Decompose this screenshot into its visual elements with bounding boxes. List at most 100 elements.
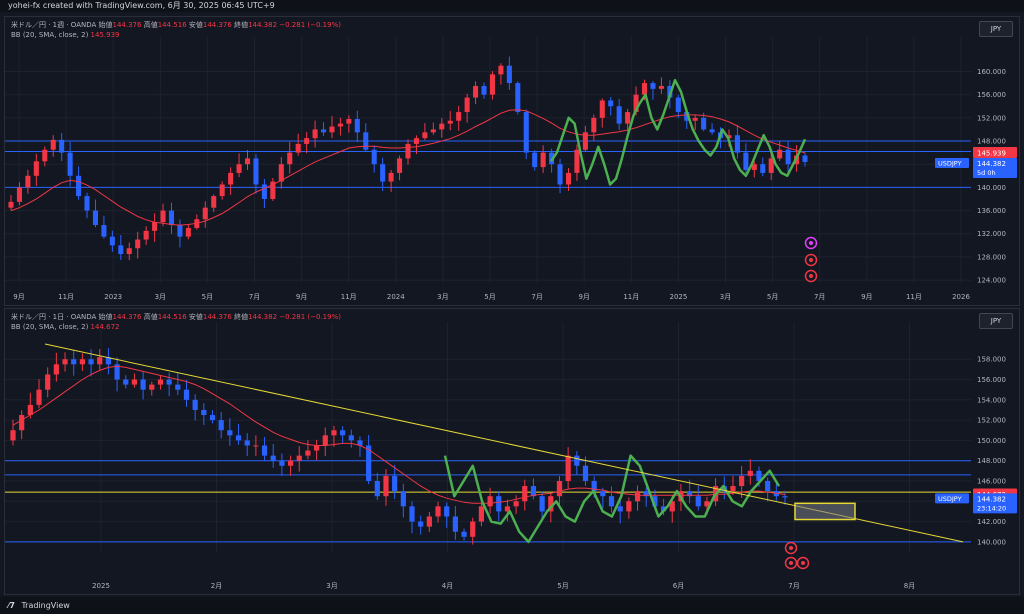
candle-body xyxy=(27,404,33,416)
candle-body xyxy=(244,440,250,446)
y-tick-label: 154.000 xyxy=(977,396,1006,404)
weekly-bb-value: 145.939 xyxy=(90,31,120,39)
candle-body xyxy=(641,83,648,95)
candle-body xyxy=(478,506,485,522)
candle-body xyxy=(565,455,571,481)
x-tick-label: 9月 xyxy=(578,293,589,301)
candle-body xyxy=(591,117,597,133)
candle-body xyxy=(734,135,740,153)
daily-open-value: 144.376 xyxy=(112,313,142,321)
weekly-symbol: 米ドル／円 · 1週 · OANDA xyxy=(11,21,97,29)
candle-body xyxy=(25,175,31,188)
daily-open-label: 始値 xyxy=(98,313,113,321)
weekly-chart-svg[interactable]: 124.000 128.000 132.000 136.000 140.000 148.0… xyxy=(5,17,1019,305)
candle-body xyxy=(177,225,183,237)
candle-body xyxy=(312,129,318,139)
x-tick-label: 8月 xyxy=(904,582,915,590)
y-tick-label: 156.000 xyxy=(977,376,1006,384)
candle-body xyxy=(219,184,225,197)
candle-body xyxy=(10,430,16,441)
daily-legend: 米ドル／円 · 1日 · OANDA 始値144.376 高値144.516 安… xyxy=(11,312,341,332)
y-tick-label: 152.000 xyxy=(977,114,1006,122)
weekly-high-label: 高値 xyxy=(143,21,158,29)
x-tick-label: 2023 xyxy=(104,293,122,301)
weekly-bb-label: BB (20, SMA, close, 2) xyxy=(11,31,89,39)
candle-body xyxy=(88,359,94,365)
bollinger-basis-line xyxy=(12,365,786,504)
candle-body xyxy=(53,364,59,375)
candle-body xyxy=(802,155,808,163)
candle-body xyxy=(785,149,791,165)
candle-body xyxy=(201,409,207,416)
symbol-tag-text: USDJPY xyxy=(938,159,962,167)
bb-price-tag-text: 145.939 xyxy=(977,149,1006,157)
x-tick-label: 7月 xyxy=(788,582,799,590)
weekly-open-label: 始値 xyxy=(98,21,113,29)
y-tick-label: 140.000 xyxy=(977,184,1006,192)
candle-body xyxy=(168,210,175,226)
candle-body xyxy=(261,445,268,456)
candle-body xyxy=(33,161,39,176)
countdown-text: 23:14:20 xyxy=(977,504,1006,512)
last-price-text: 144.382 xyxy=(977,495,1006,503)
candle-body xyxy=(67,152,73,176)
candle-body xyxy=(658,85,664,89)
candle-body xyxy=(739,475,745,487)
x-tick-label: 5月 xyxy=(767,293,778,301)
candle-body xyxy=(79,359,85,365)
candle-body xyxy=(295,143,301,153)
wave-drawing xyxy=(443,454,781,544)
candle-body xyxy=(253,445,259,447)
candle-body xyxy=(634,491,641,502)
candle-body xyxy=(650,83,656,89)
candle-body xyxy=(418,521,424,527)
lightning-icon-dot xyxy=(809,241,813,245)
candle-body xyxy=(447,120,453,124)
candle-body xyxy=(409,506,415,522)
y-tick-label: 128.000 xyxy=(977,253,1006,261)
weekly-currency-button[interactable]: JPY xyxy=(979,21,1013,37)
daily-currency-button[interactable]: JPY xyxy=(979,313,1013,329)
candle-body xyxy=(270,181,276,199)
last-price-tag xyxy=(973,157,1017,178)
daily-chart-pane[interactable]: 140.000 142.000 146.000 148.000 150.000 152.0… xyxy=(4,308,1020,595)
daily-chart-svg[interactable]: 140.000 142.000 146.000 148.000 150.000 152.0… xyxy=(5,309,1019,594)
candle-body xyxy=(692,117,698,121)
x-tick-label: 5月 xyxy=(557,582,568,590)
candle-body xyxy=(643,491,649,497)
x-tick-label: 3月 xyxy=(326,582,337,590)
candle-body xyxy=(50,139,56,150)
wave-drawing xyxy=(549,78,807,186)
last-price-text: 144.382 xyxy=(977,160,1006,168)
bb-price-tag xyxy=(973,146,1017,158)
candle-body xyxy=(582,465,589,481)
weekly-low-value: 144.376 xyxy=(202,21,232,29)
candle-body xyxy=(92,210,99,226)
candle-body xyxy=(135,239,141,249)
candle-body xyxy=(71,359,77,365)
candle-body xyxy=(709,129,715,133)
candle-body xyxy=(348,435,354,441)
candle-body xyxy=(452,516,458,532)
candle-body xyxy=(633,94,639,113)
candle-body xyxy=(157,379,164,385)
candle-body xyxy=(346,119,352,124)
candle-body xyxy=(660,506,667,512)
x-tick-label: 4月 xyxy=(442,582,453,590)
candle-body xyxy=(388,172,394,182)
candle-body xyxy=(397,158,403,173)
candle-body xyxy=(97,357,103,365)
x-tick-label: 9月 xyxy=(13,293,24,301)
candle-body xyxy=(608,496,615,507)
candle-body xyxy=(522,486,528,502)
candle-body xyxy=(8,201,14,208)
flag-us-icon-dot xyxy=(809,274,813,278)
candle-body xyxy=(695,496,701,507)
weekly-low-label: 安値 xyxy=(188,21,203,29)
candle-body xyxy=(253,158,259,185)
daily-bb-value: 144.672 xyxy=(90,323,120,331)
symbol-tag xyxy=(935,157,969,168)
candle-body xyxy=(380,164,386,182)
weekly-chart-pane[interactable]: 124.000 128.000 132.000 136.000 140.000 148.0… xyxy=(4,16,1020,306)
candle-body xyxy=(140,379,146,390)
